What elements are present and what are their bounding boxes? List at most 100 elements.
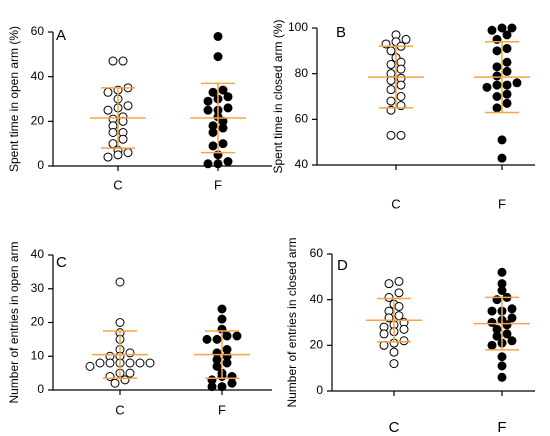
data-point [113,150,123,160]
data-point [497,361,507,371]
data-point [396,80,406,90]
data-point [389,359,399,369]
data-point [123,101,133,111]
y-tick-label: 60 [31,24,45,38]
data-point [487,340,497,350]
data-point [507,304,517,314]
data-point [85,361,95,371]
data-point [103,152,113,162]
data-point [497,153,507,163]
data-point [507,23,517,33]
series-f [190,31,246,169]
series-c [90,56,146,162]
data-point [212,361,222,371]
data-point [482,82,492,92]
series-f [474,23,530,163]
data-point [213,52,223,62]
error-bar [366,297,422,343]
y-tick-label: 20 [310,338,324,352]
data-point [218,139,228,149]
x-tick-label: F [218,402,226,417]
y-tick-label: 60 [310,246,324,260]
y-tick-label: 100 [288,20,308,34]
panel-d: D 0 20 40 60 Number of entries in closed arm C… [285,237,535,436]
data-point [207,382,217,392]
data-point [487,318,497,327]
data-point [384,292,394,302]
series-c [368,30,424,140]
data-point [502,66,512,76]
data-point [103,105,113,115]
data-point [487,306,497,316]
data-point [386,46,396,56]
data-point [394,311,404,321]
series-f [474,267,530,382]
data-point [502,57,512,67]
data-point [135,358,145,368]
data-point [487,25,497,35]
data-point [492,80,502,90]
x-tick-label: C [115,402,124,417]
data-point [145,358,155,368]
data-point [507,336,517,346]
data-point [492,103,502,113]
y-tick-label: 0 [37,382,44,396]
data-point [208,128,218,137]
data-point [399,324,409,334]
data-point [492,71,502,81]
y-tick-label: 30 [31,281,45,295]
error-bar [474,296,530,351]
panel-c: C 0 10 20 30 40 Number of entries in open arm C… [7,241,272,417]
data-point [222,358,232,368]
data-point [208,141,218,151]
data-point [95,358,105,368]
panel-a: A 0 20 40 60 Spent time in open arm (%) C F [7,24,272,192]
data-point [125,358,135,368]
data-point [497,286,507,296]
data-point [386,60,396,70]
x-tick-label: F [498,196,506,211]
x-tick-label: C [113,177,122,192]
data-point [212,334,222,344]
panel-letter: B [336,24,346,41]
data-point [203,105,213,115]
data-point [115,277,125,287]
data-point [123,148,133,158]
data-point [218,123,228,133]
data-point [492,46,502,56]
error-bar [92,330,148,379]
data-point [396,130,406,140]
data-point [105,358,115,368]
data-point [492,92,502,101]
y-axis-label: Spent time in open arm (%) [7,26,21,172]
data-point [118,134,128,144]
panel-letter: A [56,27,66,44]
data-point [389,347,399,357]
data-point [223,157,233,167]
data-point [394,276,404,286]
error-bar [368,45,424,109]
data-point [502,320,512,330]
y-tick-label: 10 [31,348,45,362]
y-tick-label: 0 [316,383,323,397]
data-point [105,372,115,381]
data-point [396,92,406,101]
data-point [497,372,507,382]
data-point [227,378,237,388]
error-bar [90,87,146,149]
data-point [502,329,512,339]
series-f [194,304,250,392]
data-point [232,331,242,341]
data-point [386,85,396,95]
data-point [399,336,409,346]
data-point [213,159,223,169]
data-point [384,279,394,289]
data-point [512,78,522,88]
data-point [103,87,113,97]
data-point [115,318,125,327]
data-point [217,314,227,324]
y-tick-label: 40 [295,157,309,171]
data-point [120,375,130,385]
data-point [502,44,512,54]
panel-letter: C [56,254,67,271]
